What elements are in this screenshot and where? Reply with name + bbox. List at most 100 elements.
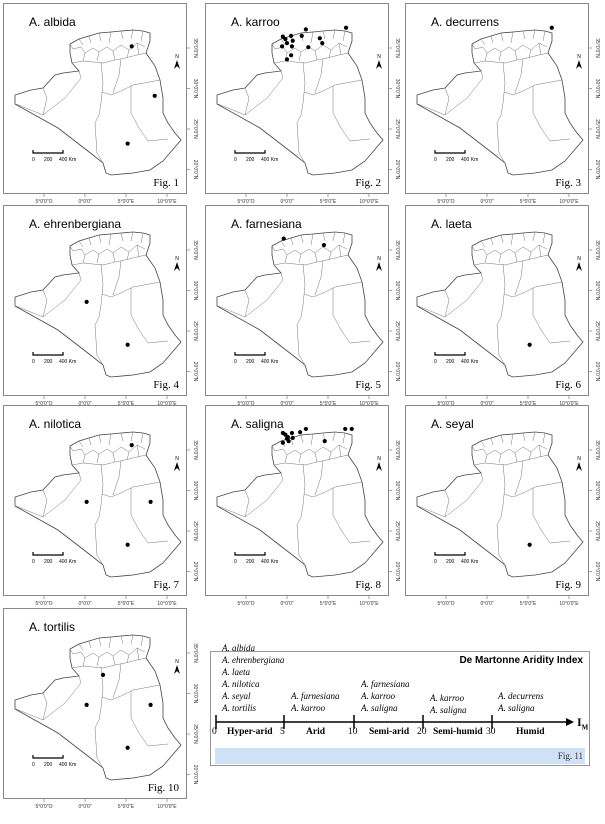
province-boundary [332, 488, 371, 544]
province-boundary [314, 260, 324, 296]
north-label: N [175, 456, 179, 462]
north-label: N [175, 256, 179, 262]
lat-label: 25°0'0"N [594, 321, 600, 341]
province-boundary [94, 666, 104, 769]
scale-label: 400 Km [59, 559, 76, 565]
lat-label: 20°0'0"N [192, 562, 198, 582]
north-label: N [577, 256, 581, 262]
occurrence-point [349, 426, 354, 432]
province-boundary [496, 463, 506, 566]
north-label: N [175, 659, 179, 665]
scale-label: 200 [44, 762, 53, 768]
province-boundary [112, 460, 122, 496]
scale-label: 400 Km [461, 157, 478, 163]
axis-symbol: IM [577, 715, 588, 731]
country-outline [416, 29, 584, 176]
occurrence-point [284, 41, 290, 46]
province-boundary [112, 663, 122, 699]
map-frame [405, 3, 589, 194]
color-band [215, 748, 585, 764]
lon-label: 5°0'0"E [118, 199, 135, 205]
scale-label: 0 [32, 762, 35, 768]
province-boundary [484, 444, 542, 464]
lon-label: 5°0'0"E [118, 401, 135, 407]
occurrence-point [84, 702, 89, 707]
lat-label: 35°0'0"N [192, 38, 198, 58]
province-boundary [332, 86, 371, 142]
map: N 0 200 400 Km 5°0'0"O 0°0'0" 5°0'0"E 10°0'0"E 3… [405, 205, 600, 407]
province-boundary [280, 231, 346, 248]
country-outline [416, 431, 584, 578]
province-boundary [217, 272, 284, 318]
tick-label: 20 [417, 727, 427, 737]
species-label: A. tortilis [222, 703, 257, 713]
occurrence-point [125, 141, 130, 146]
species-title: A. laeta [431, 217, 472, 231]
species-title: A. farnesiana [231, 217, 302, 231]
country-outline [416, 231, 584, 378]
occurrence-point [298, 430, 303, 435]
province-boundary [112, 58, 122, 94]
species-label: A. saligna [361, 703, 398, 713]
species-label: A. nilotica [222, 679, 260, 689]
scale-label: 400 Km [59, 157, 76, 163]
province-boundary [471, 244, 548, 256]
province-boundary [444, 87, 450, 116]
lon-label: 5°0'0"O [36, 401, 53, 407]
lat-label: 25°0'0"N [394, 321, 400, 341]
scale-label: 0 [434, 359, 437, 365]
lat-label: 35°0'0"N [394, 240, 400, 260]
map-frame [205, 3, 389, 194]
lat-label: 20°0'0"N [594, 362, 600, 382]
scale-label: 200 [246, 559, 255, 565]
zone-label: Arid [306, 727, 325, 737]
zone-label: Semi-arid [369, 727, 410, 737]
occurrence-point [283, 36, 288, 42]
scale-label: 200 [446, 359, 455, 365]
occurrence-point [527, 542, 532, 547]
province-boundary [532, 488, 571, 544]
lat-label: 35°0'0"N [394, 440, 400, 460]
province-boundary [303, 281, 363, 298]
province-boundary [78, 431, 144, 448]
map: N 0 200 400 Km 5°0'0"O 0°0'0" 5°0'0"E 10°0'0"E 3… [3, 3, 198, 205]
scale-label: 400 Km [59, 762, 76, 768]
lat-label: 30°0'0"N [192, 281, 198, 301]
species-label: A. farnesiana [361, 679, 410, 689]
species-label: A. farnesiana [291, 691, 340, 701]
lat-label: 35°0'0"N [594, 38, 600, 58]
lon-label: 10°0'0"E [359, 401, 379, 407]
occurrence-point [100, 672, 106, 677]
lon-label: 5°0'0"O [36, 601, 53, 607]
lat-label: 30°0'0"N [394, 281, 400, 301]
occurrence-point [286, 438, 291, 444]
occurrence-point [284, 57, 290, 62]
north-label: N [377, 256, 381, 262]
lat-label: 30°0'0"N [394, 481, 400, 501]
occurrence-point [321, 243, 326, 248]
occurrence-point [290, 38, 295, 43]
province-boundary [296, 263, 306, 366]
lat-label: 20°0'0"N [594, 562, 600, 582]
lat-label: 35°0'0"N [192, 643, 198, 663]
province-boundary [244, 87, 250, 116]
occurrence-point [306, 45, 311, 50]
scale-label: 200 [44, 157, 53, 163]
species-label: A. decurrens [498, 691, 544, 701]
province-boundary [69, 647, 146, 659]
north-label: N [377, 456, 381, 462]
occurrence-point [322, 438, 327, 444]
lon-label: 5°0'0"O [36, 199, 53, 205]
lat-label: 25°0'0"N [594, 521, 600, 541]
province-boundary [71, 454, 147, 466]
lon-label: 5°0'0"E [520, 401, 537, 407]
species-label: A. saligna [430, 705, 467, 715]
occurrence-point [527, 342, 532, 347]
figure-label: Fig. 3 [555, 177, 581, 189]
province-boundary [480, 29, 546, 46]
province-boundary [112, 260, 122, 296]
scale-bar: 0 200 400 Km [234, 352, 278, 365]
map: N 0 200 400 Km 5°0'0"O 0°0'0" 5°0'0"E 10°0'0"E 3… [205, 3, 400, 205]
axis-symbol-subscript: M [581, 723, 589, 732]
province-boundary [78, 29, 144, 46]
